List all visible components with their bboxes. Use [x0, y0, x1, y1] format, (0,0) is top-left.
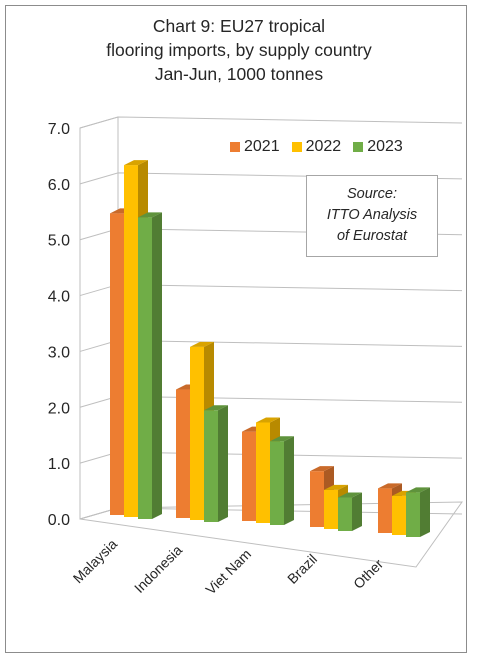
source-note-line-3: of Eurostat	[336, 228, 408, 244]
y-tick-label: 0.0	[48, 512, 70, 529]
legend: 2021 2022 2023	[230, 138, 403, 156]
chart-title: Chart 9: EU27 tropical flooring imports,…	[0, 14, 478, 86]
y-tick-label: 2.0	[48, 400, 70, 417]
bar-side	[420, 487, 430, 537]
bar-top	[204, 405, 228, 411]
bar-front	[270, 441, 284, 525]
bar-front	[406, 492, 420, 537]
bar-front	[378, 488, 392, 533]
bar-front	[110, 213, 124, 515]
bar-top	[270, 436, 294, 442]
bar-top	[190, 341, 214, 347]
chart-title-line-1: Chart 9: EU27 tropical	[152, 16, 326, 36]
bar-top	[406, 487, 430, 493]
bar-front	[138, 217, 152, 519]
y-tick-label: 4.0	[48, 289, 70, 306]
x-tick-label: Viet Nam	[202, 546, 254, 598]
x-tick-label: Other	[350, 556, 386, 592]
bar-front	[176, 389, 190, 518]
y-tick-label: 3.0	[48, 344, 70, 361]
bar-side	[284, 436, 294, 525]
bar-other-2023	[406, 487, 430, 537]
legend-swatch-2023	[353, 142, 364, 152]
bar-front	[124, 165, 138, 517]
source-note-line-1: Source:	[347, 186, 397, 202]
bar-front	[310, 471, 324, 527]
source-note: Source: ITTO Analysis of Eurostat	[306, 175, 438, 257]
gridline	[79, 116, 463, 129]
bar-top	[256, 417, 280, 423]
chart-frame	[5, 5, 467, 653]
bar-side	[352, 492, 362, 531]
bars	[110, 160, 430, 537]
bar-front	[256, 422, 270, 523]
bar-viet-nam-2023	[270, 436, 294, 525]
bar-front	[242, 431, 256, 521]
bar-front	[204, 410, 218, 522]
bar-front	[190, 346, 204, 520]
bar-top	[378, 483, 402, 489]
y-tick-label: 7.0	[48, 121, 70, 138]
legend-swatch-2022	[291, 142, 302, 152]
bar-front	[324, 489, 338, 529]
legend-label-2023: 2023	[367, 138, 403, 155]
bar-side	[218, 405, 228, 522]
chart-title-line-2: flooring imports, by supply country	[106, 40, 372, 60]
bar-malaysia-2023	[138, 212, 162, 519]
x-tick-label: Brazil	[284, 551, 320, 587]
chart-title-line-3: Jan-Jun, 1000 tonnes	[154, 64, 324, 84]
x-axis-labels: Malaysia Indonesia Viet Nam Brazil Other	[70, 536, 387, 598]
bar-top	[138, 212, 162, 218]
y-tick-label: 5.0	[48, 233, 70, 250]
y-axis-ticks: 0.0 1.0 2.0 3.0 4.0 5.0 6.0 7.0	[48, 121, 70, 529]
x-tick-label: Indonesia	[131, 542, 185, 596]
y-tick-label: 1.0	[48, 456, 70, 473]
legend-label-2021: 2021	[244, 138, 280, 155]
bar-front	[392, 495, 406, 535]
bar-front	[338, 497, 352, 531]
legend-item-2021: 2021	[230, 138, 280, 156]
bar-indonesia-2023	[204, 405, 228, 522]
legend-item-2023: 2023	[353, 138, 403, 156]
y-tick-label: 6.0	[48, 177, 70, 194]
legend-label-2022: 2022	[305, 138, 342, 155]
x-tick-label: Malaysia	[70, 536, 121, 587]
bar-top	[310, 466, 334, 472]
source-note-line-2: ITTO Analysis	[326, 207, 418, 223]
bar-side	[152, 212, 162, 519]
legend-item-2022: 2022	[291, 138, 342, 156]
bar-top	[338, 492, 362, 498]
bar-top	[124, 160, 148, 166]
bar-top	[324, 484, 348, 490]
legend-swatch-2021	[230, 142, 240, 152]
bar-brazil-2023	[338, 492, 362, 531]
